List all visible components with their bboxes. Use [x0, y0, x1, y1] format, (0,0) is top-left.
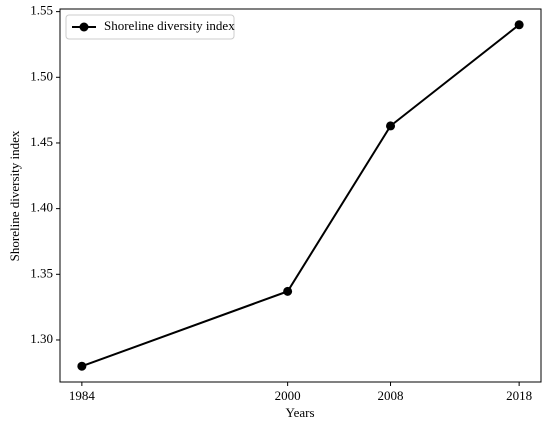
- x-tick-label: 2008: [378, 388, 404, 403]
- y-tick-label: 1.40: [30, 200, 53, 215]
- x-tick-label: 2000: [275, 388, 301, 403]
- legend-label: Shoreline diversity index: [104, 18, 235, 33]
- line: [81, 23, 520, 368]
- marker: [283, 286, 293, 296]
- marker: [77, 361, 87, 371]
- y-tick-label: 1.45: [30, 134, 53, 149]
- x-axis-label: Years: [285, 405, 314, 420]
- marker: [386, 121, 396, 131]
- legend-marker: [79, 22, 89, 32]
- y-tick-label: 1.55: [30, 3, 53, 18]
- y-axis-label: Shoreline diversity index: [7, 130, 22, 261]
- y-tick-label: 1.50: [30, 68, 53, 83]
- legend-box: [65, 14, 235, 40]
- y-tick-label: 1.30: [30, 331, 53, 346]
- x-tick-label: 1984: [69, 388, 96, 403]
- y-tick-label: 1.35: [30, 265, 53, 280]
- marker: [514, 20, 524, 30]
- x-tick-label: 2018: [506, 388, 532, 403]
- plot-frame: [59, 8, 542, 383]
